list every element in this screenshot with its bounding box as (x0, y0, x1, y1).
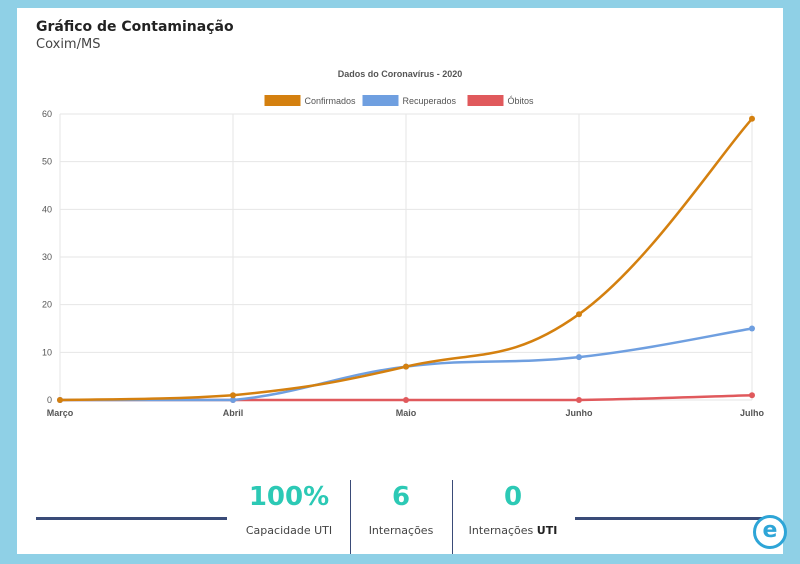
stat-icu-capacity: 100% Capacidade UTI (230, 482, 348, 537)
legend-label: Recuperados (403, 96, 457, 106)
y-tick-label: 0 (47, 395, 52, 405)
data-point (576, 354, 582, 361)
chart-legend: Confirmados Recuperados Óbitos (264, 95, 535, 106)
legend-swatch (362, 95, 399, 106)
stat-separator (350, 480, 351, 554)
chart-series (57, 115, 755, 403)
chart-card (17, 8, 783, 554)
data-point (576, 397, 582, 403)
x-axis: Março Abril Maio Junho Julho (47, 408, 765, 418)
legend-swatch (264, 95, 301, 106)
stats-left-divider (36, 517, 227, 520)
data-point (749, 392, 755, 399)
data-point (749, 325, 755, 332)
page-subtitle: Coxim/MS (36, 37, 101, 52)
data-point (230, 392, 236, 399)
data-point (57, 397, 63, 403)
x-tick-label: Abril (223, 408, 244, 418)
y-tick-label: 60 (42, 109, 52, 119)
y-axis: 0 10 20 30 40 50 60 (42, 109, 52, 405)
y-tick-label: 40 (42, 204, 52, 214)
data-point (403, 397, 409, 403)
line-chart: Dados do Coronavírus - 2020 Confirmados R… (42, 69, 765, 418)
stats-right-divider (575, 517, 767, 520)
y-tick-label: 10 (42, 347, 52, 357)
y-tick-label: 50 (42, 157, 52, 167)
page-title: Gráfico de Contaminação (36, 19, 234, 35)
stat-label: Internações (368, 524, 434, 537)
chart-title: Dados do Coronavírus - 2020 (338, 69, 463, 79)
legend-swatch (467, 95, 504, 106)
x-tick-label: Março (47, 408, 74, 418)
legend-label: Confirmados (305, 96, 357, 106)
stat-value: 100% (248, 482, 330, 512)
stat-label: Internações UTI (468, 524, 558, 537)
legend-label: Óbitos (508, 96, 535, 106)
data-point (403, 363, 409, 370)
y-tick-label: 30 (42, 252, 52, 262)
stat-value: 0 (503, 482, 523, 512)
x-tick-label: Maio (396, 408, 417, 418)
e-logo-icon: e (753, 515, 787, 549)
x-tick-label: Junho (566, 408, 593, 418)
x-tick-label: Julho (740, 408, 765, 418)
data-point (230, 397, 236, 403)
chart-grid (59, 113, 753, 401)
y-tick-label: 20 (42, 300, 52, 310)
data-point (576, 311, 582, 318)
stat-separator (452, 480, 453, 554)
stat-value: 6 (391, 482, 411, 512)
stat-icu-hospitalizations: 0 Internações UTI (454, 482, 572, 537)
stat-hospitalizations: 6 Internações (352, 482, 450, 537)
data-point (749, 115, 755, 122)
stat-label: Capacidade UTI (245, 524, 333, 537)
series-line-0 (59, 117, 753, 402)
